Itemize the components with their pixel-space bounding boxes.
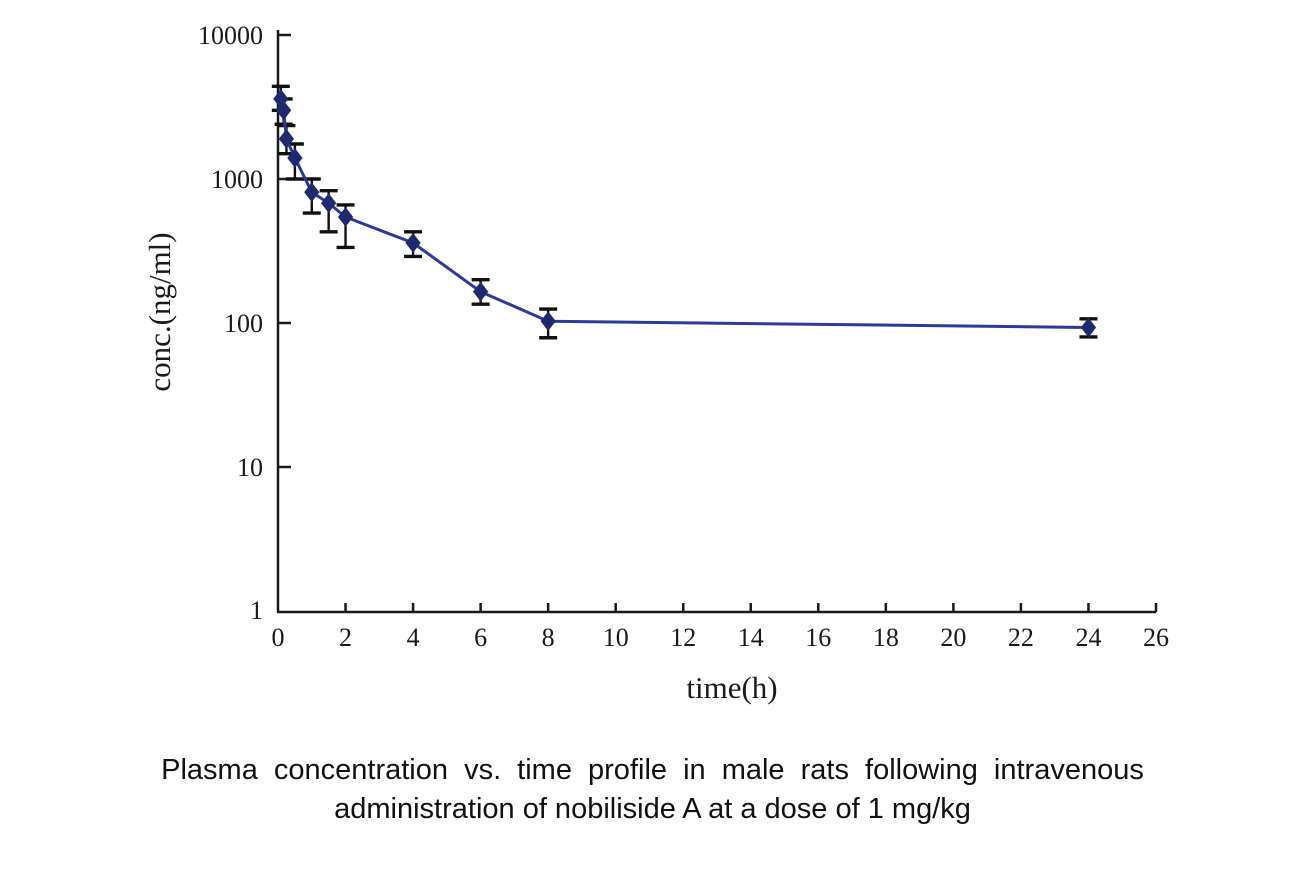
data-point-marker [540, 311, 556, 331]
x-tick-label: 24 [1075, 623, 1101, 652]
figure-caption: Plasma concentration vs. time profile in… [0, 751, 1305, 829]
x-tick-label: 26 [1143, 623, 1169, 652]
y-tick-label: 10000 [198, 21, 263, 50]
data-point-marker [1080, 317, 1097, 338]
y-tick-label: 10 [237, 453, 263, 482]
x-tick-label: 18 [873, 623, 899, 652]
data-point-marker [287, 148, 303, 168]
x-tick-label: 20 [940, 623, 966, 652]
x-tick-label: 4 [407, 623, 420, 652]
data-point-marker [405, 233, 421, 253]
x-tick-label: 6 [474, 623, 487, 652]
y-tick-label: 1 [250, 596, 263, 625]
data-point-marker [276, 100, 292, 121]
x-tick-label: 14 [738, 623, 764, 652]
data-point-marker [304, 182, 320, 202]
x-tick-label: 12 [670, 623, 696, 652]
data-point-marker [472, 281, 489, 302]
series-group [271, 84, 1098, 340]
y-axis-title: conc.(ng/ml) [142, 232, 177, 391]
x-tick-label: 8 [542, 623, 555, 652]
x-tick-label: 2 [339, 623, 352, 652]
x-tick-label: 10 [603, 623, 629, 652]
x-tick-label: 0 [272, 623, 285, 652]
y-tick-label: 1000 [211, 165, 263, 194]
x-tick-label: 16 [805, 623, 831, 652]
data-point-marker [337, 207, 354, 227]
figure-caption-line1: Plasma concentration vs. time profile in… [161, 754, 1144, 786]
x-axis-title: time(h) [686, 670, 777, 705]
data-point-marker [278, 129, 295, 149]
data-point-marker [321, 193, 337, 213]
figure-caption-line2: administration of nobiliside A at a dose… [334, 793, 971, 825]
y-tick-label: 100 [224, 309, 263, 338]
x-tick-label: 22 [1008, 623, 1034, 652]
series-line [279, 98, 1089, 329]
